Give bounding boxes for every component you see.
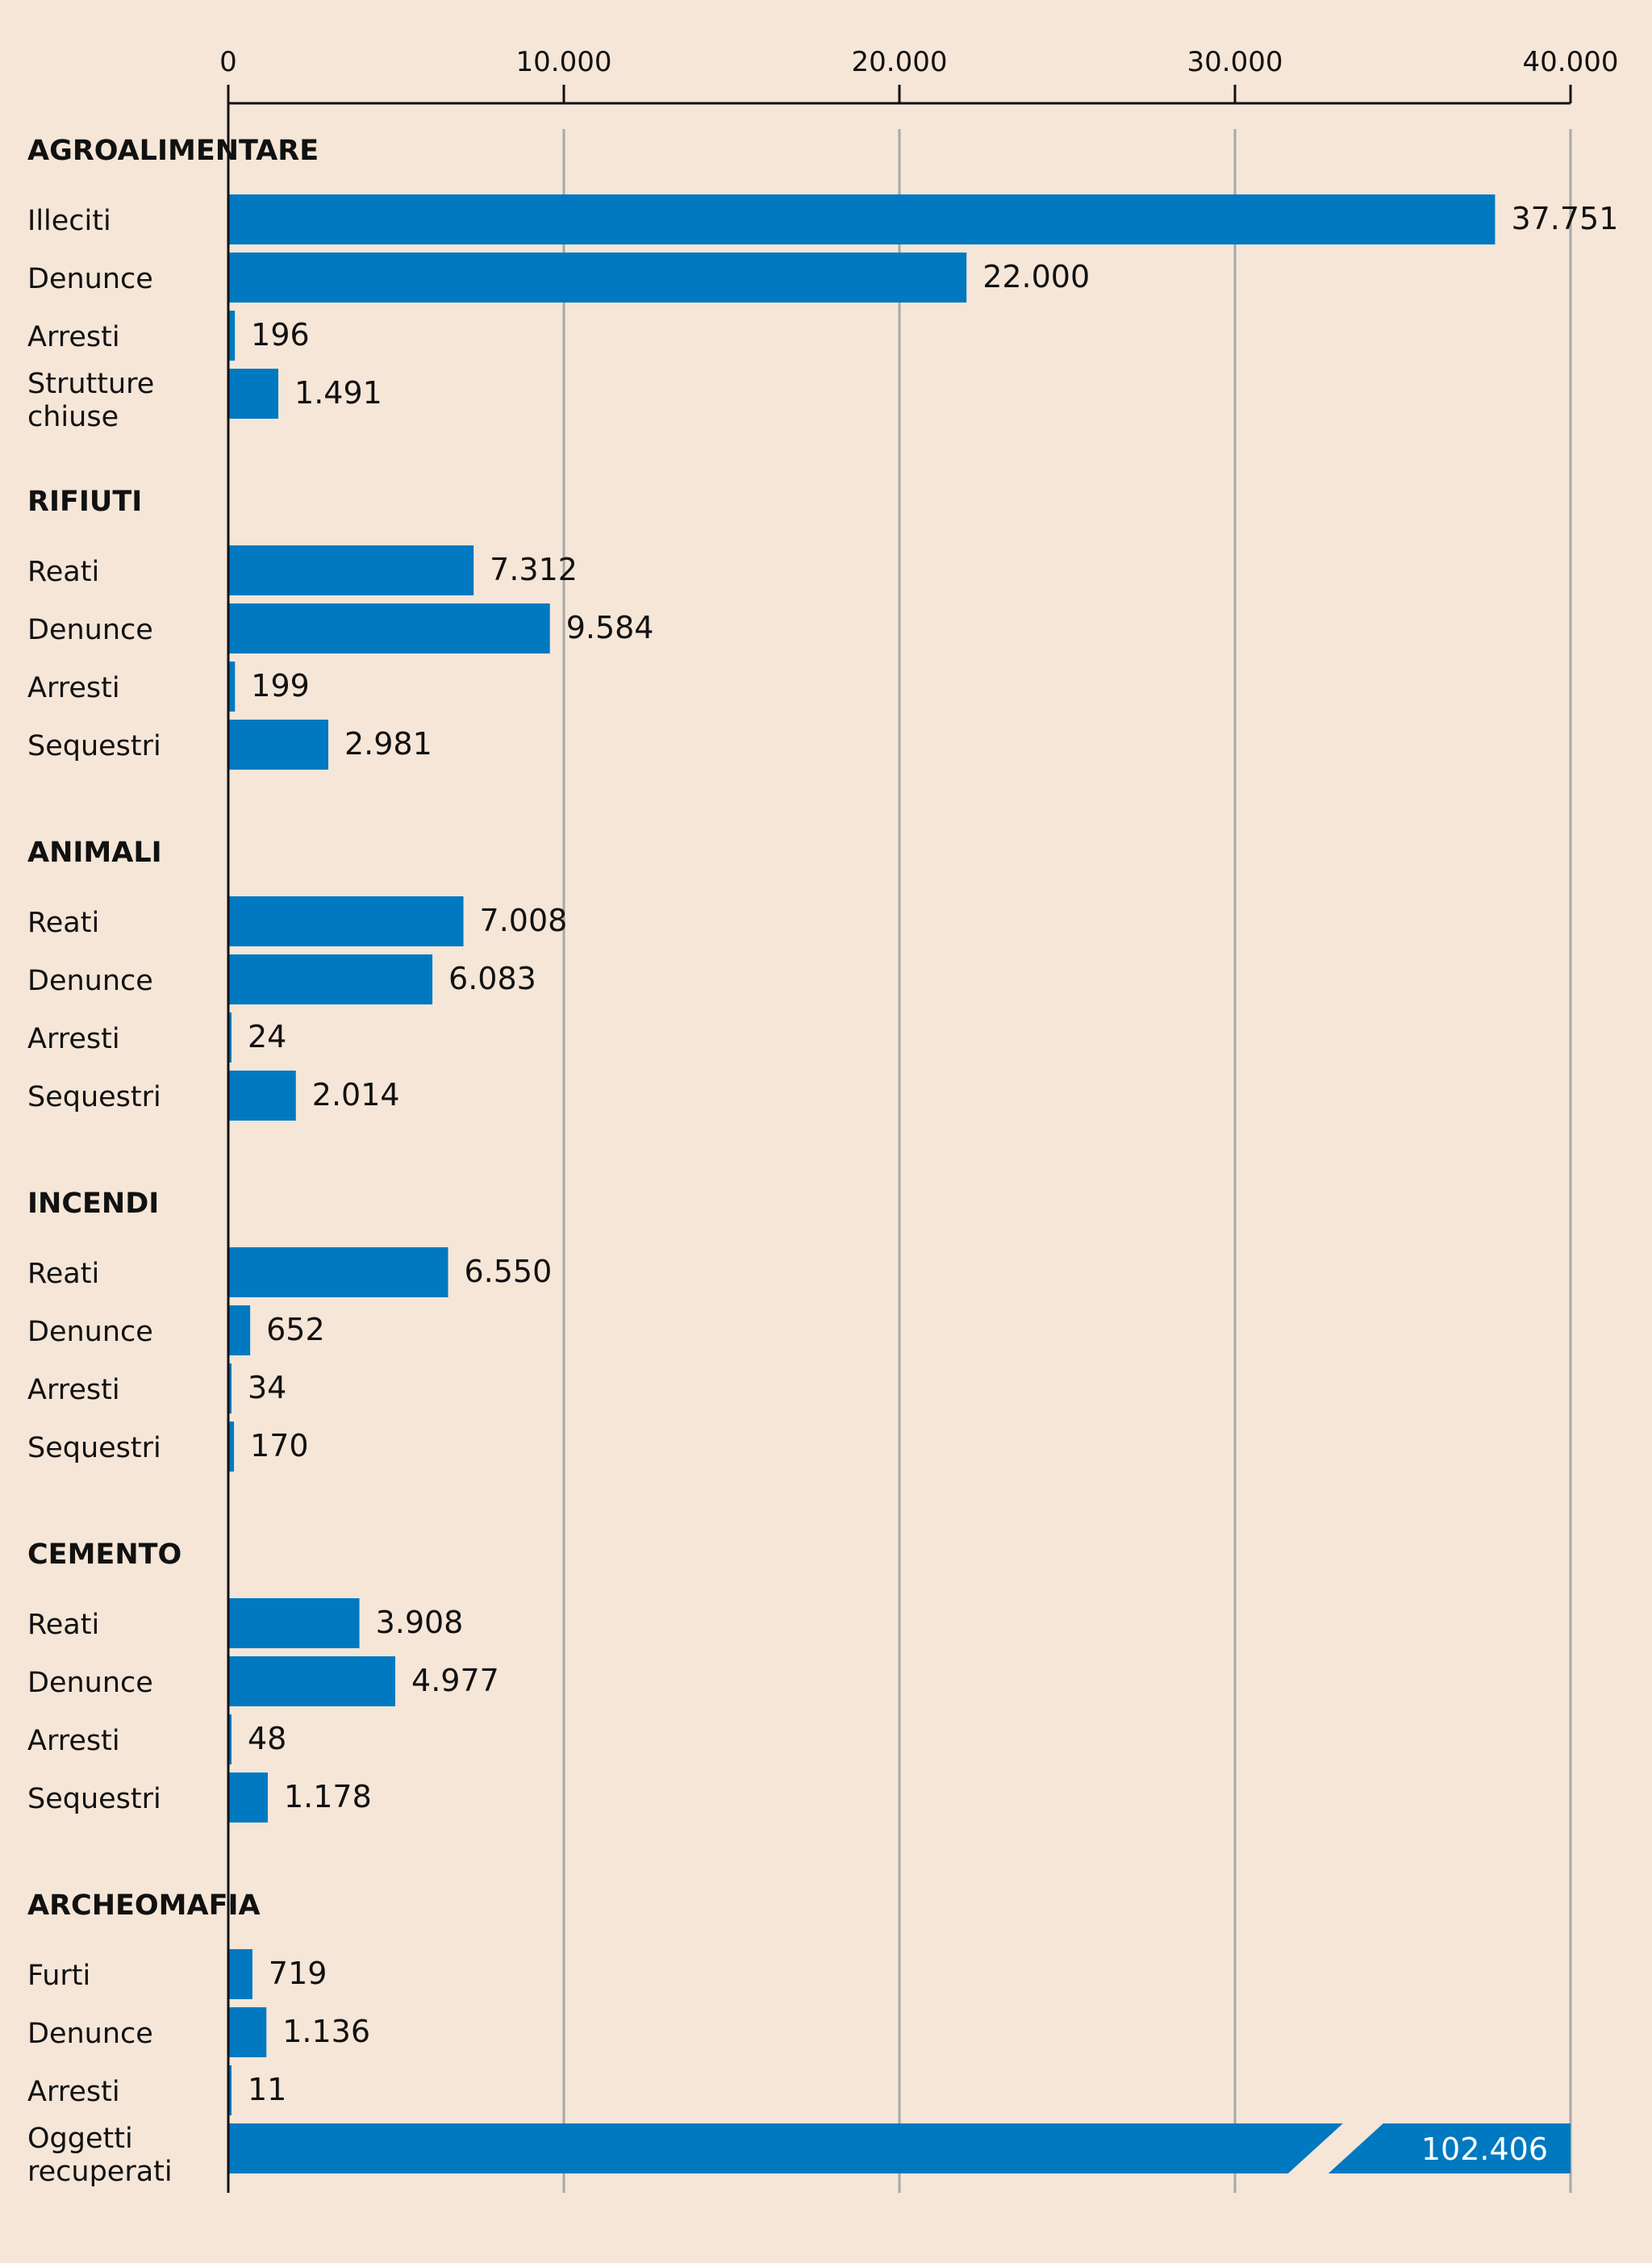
group-title: INCENDI <box>27 1188 159 1220</box>
row-label: Denunce <box>27 2018 153 2050</box>
bar-segment <box>228 2123 1343 2173</box>
bar <box>228 1013 232 1063</box>
row-label: Sequestri <box>27 1081 161 1113</box>
bar <box>228 1949 252 1999</box>
row-label: Strutture <box>27 368 154 400</box>
x-tick-label: 0 <box>219 46 237 78</box>
x-tick-label: 10.000 <box>516 46 612 78</box>
bar-value-label: 2.014 <box>312 1077 400 1113</box>
bar-segment <box>1328 2123 1571 2173</box>
bar-value-label: 102.406 <box>1421 2131 1548 2167</box>
bar <box>228 1422 235 1472</box>
bar-value-label: 170 <box>250 1428 309 1463</box>
row-label: Arresti <box>27 1023 120 1055</box>
bar <box>228 896 464 946</box>
group-title: ARCHEOMAFIA <box>27 1889 261 1922</box>
row-label: Arresti <box>27 1374 120 1406</box>
bar-value-label: 2.981 <box>344 726 432 762</box>
bar-value-label: 11 <box>248 2072 286 2107</box>
row-label: Reati <box>27 1258 99 1290</box>
bar-value-label: 24 <box>248 1019 286 1054</box>
row-label: chiuse <box>27 401 119 433</box>
bar <box>228 662 236 712</box>
bar <box>228 954 433 1004</box>
bar <box>228 545 474 595</box>
bar-value-label: 34 <box>248 1370 286 1405</box>
bar-value-label: 6.083 <box>448 961 536 996</box>
row-label: Sequestri <box>27 1783 161 1815</box>
x-tick-label: 30.000 <box>1187 46 1283 78</box>
bar-value-label: 1.136 <box>282 2014 370 2049</box>
row-label: Arresti <box>27 2076 120 2108</box>
row-label: recuperati <box>27 2156 173 2188</box>
bar <box>228 2007 267 2057</box>
bar-value-label: 1.178 <box>284 1779 372 1814</box>
bar <box>228 2065 232 2115</box>
row-label: Denunce <box>27 965 153 997</box>
bar-value-label: 9.584 <box>566 610 654 645</box>
bar-value-label: 4.977 <box>411 1663 499 1698</box>
bar-value-label: 48 <box>248 1721 286 1756</box>
row-label: Reati <box>27 1609 99 1641</box>
bar <box>228 1772 269 1823</box>
bar <box>228 194 1496 244</box>
bar-value-label: 22.000 <box>982 259 1090 294</box>
bar-value-label: 7.008 <box>480 903 568 938</box>
bar-value-label: 196 <box>251 317 310 353</box>
bar <box>228 253 967 303</box>
group-title: AGROALIMENTARE <box>27 135 319 167</box>
bar-value-label: 719 <box>269 1956 327 1991</box>
row-label: Sequestri <box>27 730 161 762</box>
row-label: Illeciti <box>27 205 111 237</box>
bar-value-label: 652 <box>266 1312 325 1347</box>
bar-value-label: 3.908 <box>376 1605 464 1640</box>
row-label: Oggetti <box>27 2123 133 2155</box>
row-label: Arresti <box>27 1725 120 1757</box>
row-label: Denunce <box>27 263 153 295</box>
row-label: Denunce <box>27 1316 153 1348</box>
bar-value-label: 199 <box>251 668 310 704</box>
row-label: Sequestri <box>27 1432 161 1464</box>
bar <box>228 720 329 770</box>
row-label: Arresti <box>27 321 120 353</box>
x-tick-label: 40.000 <box>1523 46 1619 78</box>
bar <box>228 311 236 361</box>
bar <box>228 1656 396 1706</box>
row-label: Denunce <box>27 1667 153 1699</box>
bar <box>228 1305 251 1355</box>
row-label: Arresti <box>27 672 120 704</box>
group-title: RIFIUTI <box>27 486 142 518</box>
bar-value-label: 6.550 <box>464 1254 552 1289</box>
row-label: Reati <box>27 556 99 588</box>
bar <box>228 1714 232 1764</box>
row-label: Denunce <box>27 614 153 646</box>
bar-value-label: 1.491 <box>294 375 382 411</box>
group-title: ANIMALI <box>27 837 162 869</box>
bar-value-label: 37.751 <box>1511 201 1618 236</box>
row-label: Reati <box>27 907 99 939</box>
bar <box>228 1363 232 1413</box>
bar <box>228 1598 360 1648</box>
bar <box>228 1247 448 1297</box>
bar <box>228 603 550 653</box>
bar-value-label: 7.312 <box>490 552 578 587</box>
bar <box>228 369 279 419</box>
bar <box>228 1071 296 1121</box>
x-tick-label: 20.000 <box>852 46 948 78</box>
row-label: Furti <box>27 1960 90 1992</box>
group-title: CEMENTO <box>27 1539 181 1571</box>
